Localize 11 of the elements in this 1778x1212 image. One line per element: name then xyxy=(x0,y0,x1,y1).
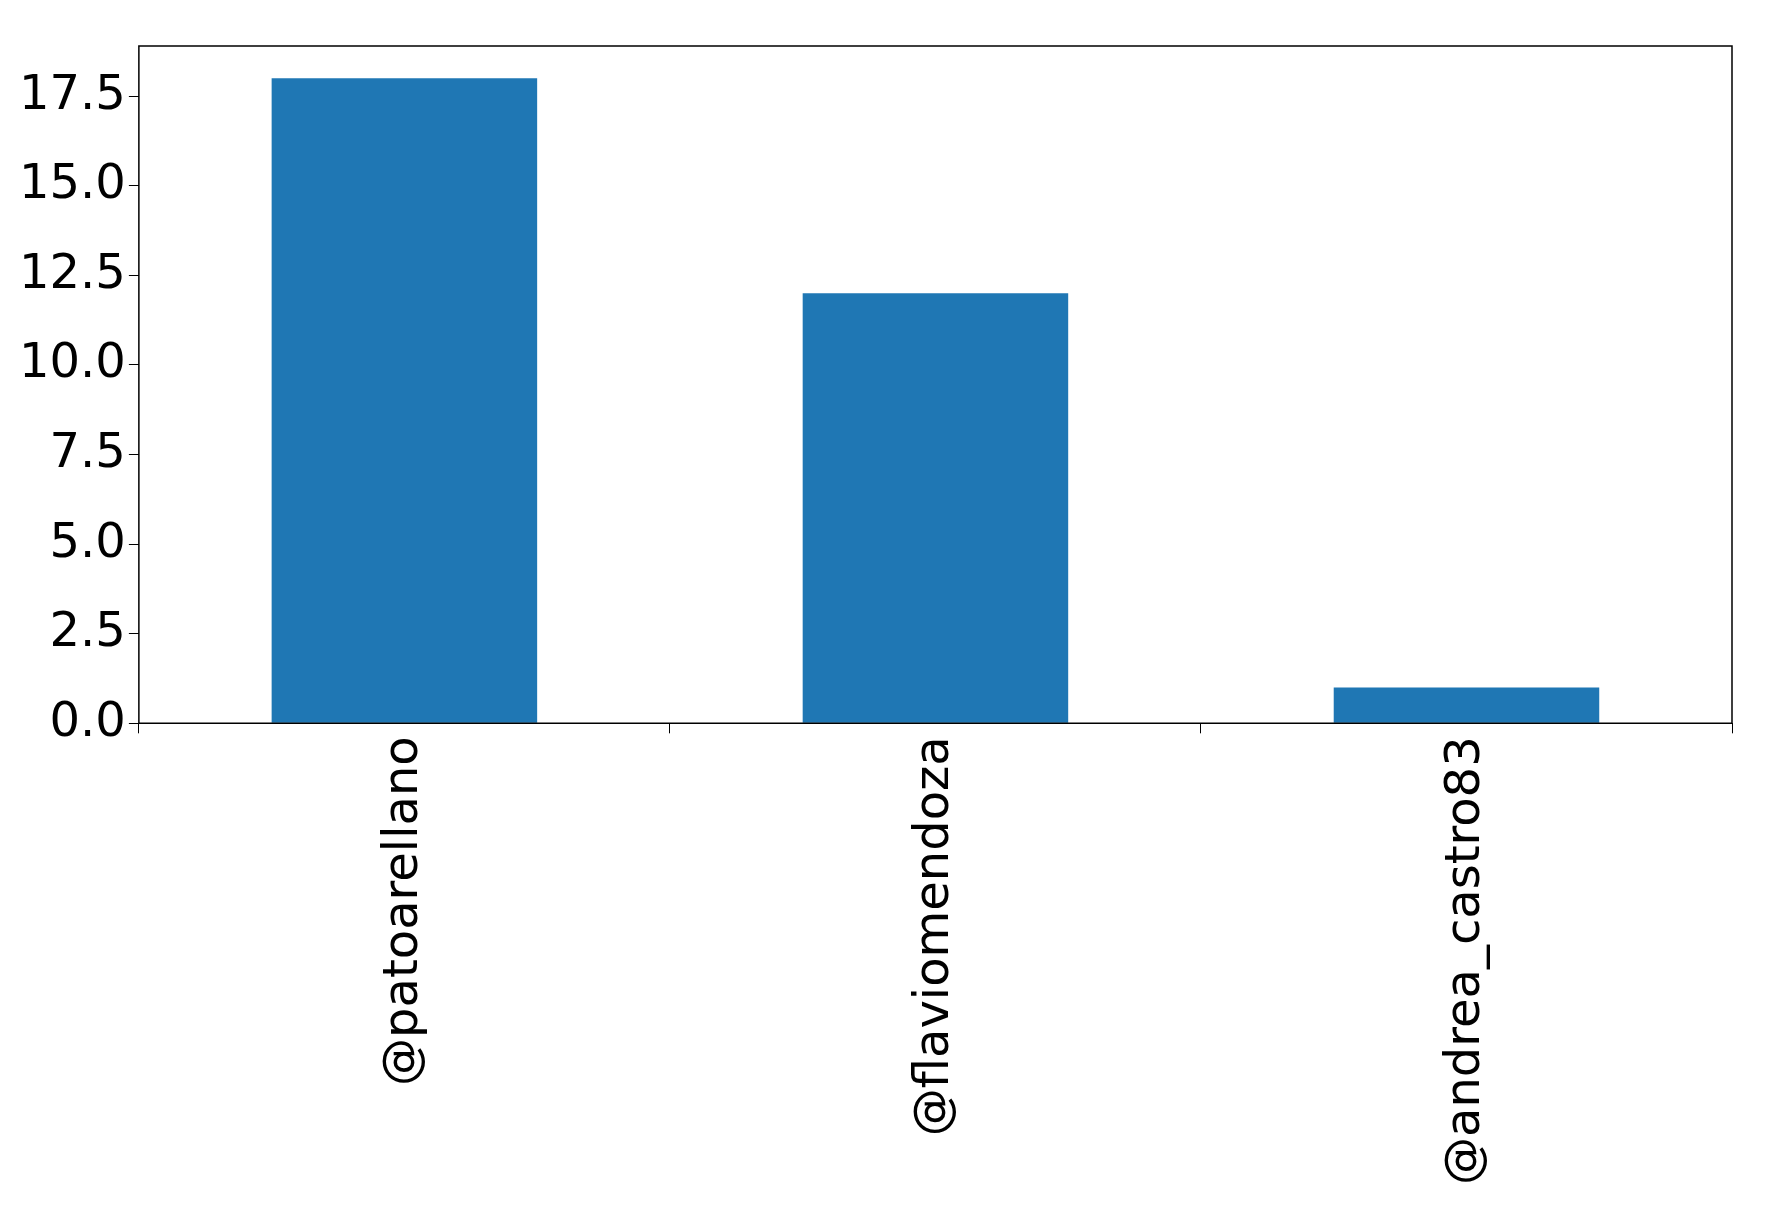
y-tick-label: 7.5 xyxy=(49,422,126,479)
y-tick-label: 5.0 xyxy=(49,511,126,568)
y-tick-label: 15.0 xyxy=(19,153,126,210)
y-tick-label: 17.5 xyxy=(19,63,126,120)
y-tick-label: 12.5 xyxy=(19,242,126,299)
y-tick-label: 10.0 xyxy=(19,332,126,389)
y-tick-label: 0.0 xyxy=(49,690,126,747)
x-tick-label: @flaviomendoza xyxy=(902,736,959,1137)
x-tick-label: @andrea_castro83 xyxy=(1433,736,1490,1185)
y-tick-label: 2.5 xyxy=(49,601,126,658)
x-tick-label: @patoarellano xyxy=(371,736,428,1086)
